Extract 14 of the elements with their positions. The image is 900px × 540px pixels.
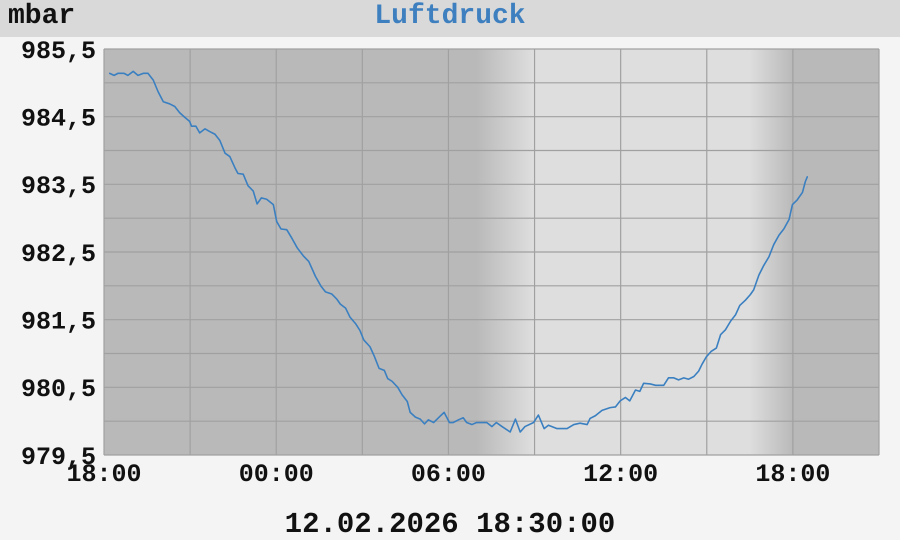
- y-tick-label: 981,5: [20, 308, 96, 337]
- x-tick-label: 18:00: [755, 460, 830, 489]
- y-tick-label: 980,5: [20, 375, 96, 404]
- x-tick-label: 00:00: [238, 460, 314, 489]
- line-series: [108, 70, 808, 433]
- x-tick-label: 06:00: [410, 460, 486, 489]
- y-tick-label: 983,5: [20, 172, 96, 202]
- chart-title: Luftdruck: [374, 1, 526, 32]
- text: 12.02.2026 18:30:00: [284, 508, 616, 540]
- y-tick-label: 984,5: [20, 104, 96, 134]
- y-tick-label: 982,5: [20, 240, 96, 269]
- y-tick-label: 985,5: [20, 36, 96, 66]
- y-axis-title: mbar: [8, 0, 76, 33]
- x-tick-label: 12:00: [583, 460, 658, 489]
